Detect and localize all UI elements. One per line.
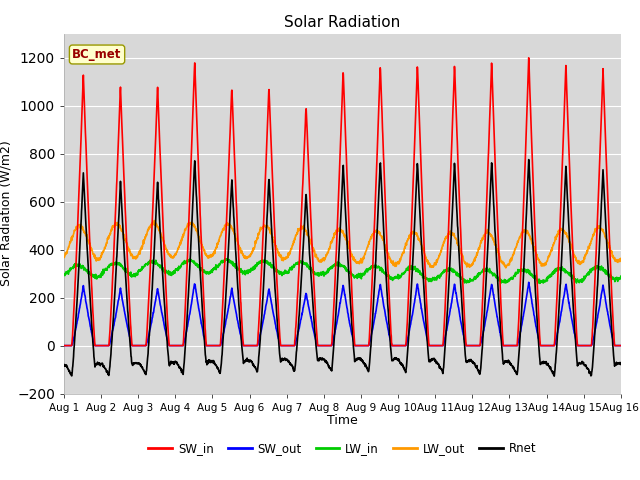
Legend: SW_in, SW_out, LW_in, LW_out, Rnet: SW_in, SW_out, LW_in, LW_out, Rnet: [144, 437, 541, 460]
Y-axis label: Solar Radiation (W/m2): Solar Radiation (W/m2): [0, 141, 13, 287]
X-axis label: Time: Time: [327, 414, 358, 427]
Text: BC_met: BC_met: [72, 48, 122, 61]
Title: Solar Radiation: Solar Radiation: [284, 15, 401, 30]
